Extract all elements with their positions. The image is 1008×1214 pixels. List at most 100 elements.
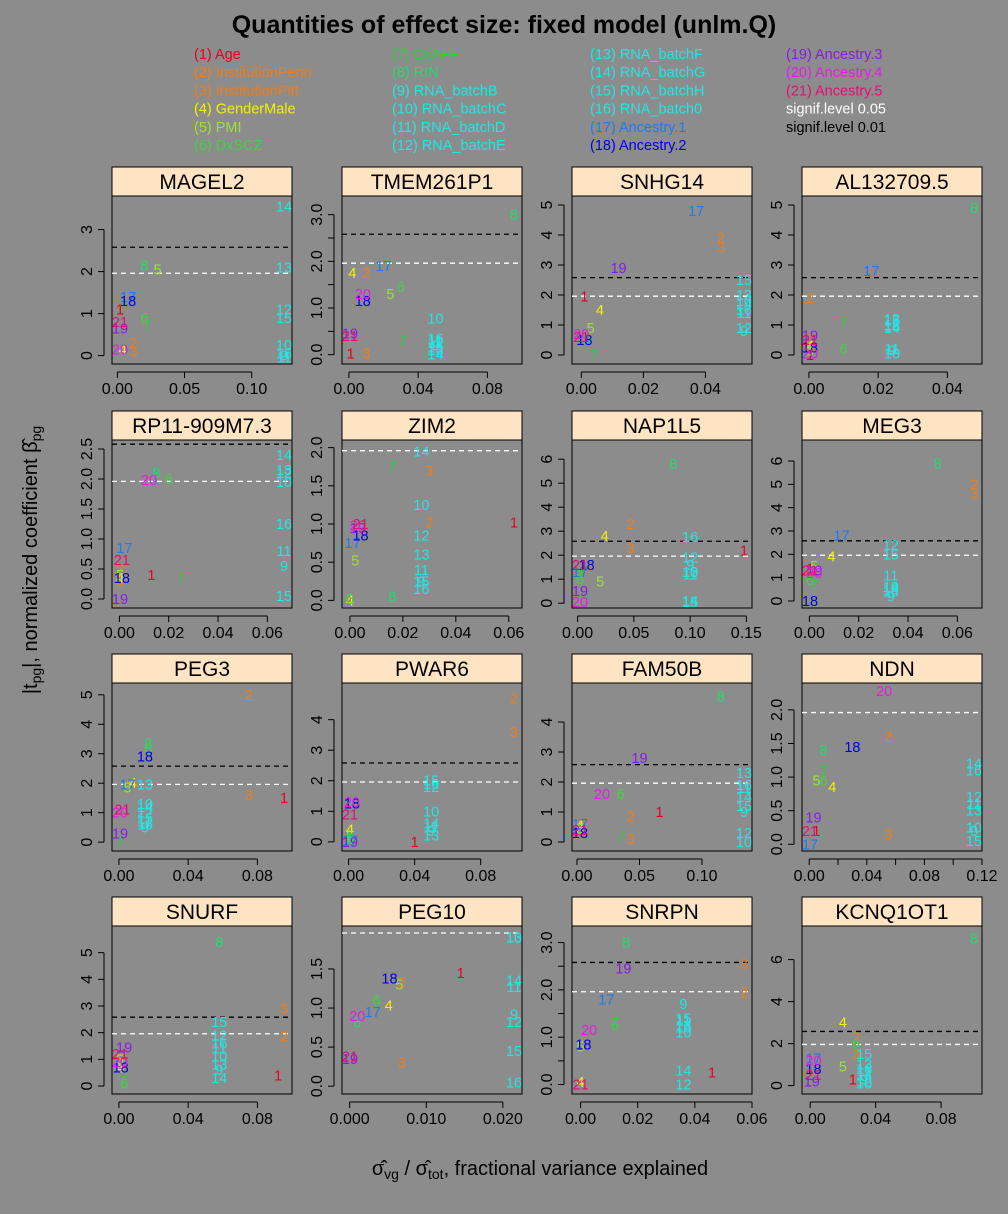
y-tick-label: 3 [539,747,556,756]
y-tick-label: 1.0 [309,297,326,319]
point-12: 12 [675,1078,691,1094]
plot-area [801,439,983,609]
point-20: 20 [806,566,822,582]
point-19: 19 [572,584,588,600]
point-18: 18 [575,1037,591,1053]
point-3: 3 [116,574,124,590]
point-2: 2 [884,730,892,746]
point-19: 19 [350,521,366,537]
point-18: 18 [381,971,397,987]
point-6: 6 [144,742,152,758]
point-10: 10 [276,338,292,354]
point-17: 17 [688,204,704,220]
y-tick-label: 3 [79,749,96,758]
panel-title: AL132709.5 [835,171,948,194]
point-3: 3 [510,725,518,741]
point-20: 20 [594,787,610,803]
point-2: 2 [425,515,433,531]
point-18: 18 [572,826,588,842]
point-15: 15 [427,341,443,357]
y-tick-label: 5 [79,948,96,957]
point-4: 4 [601,529,609,545]
y-tick-label: 4 [79,720,96,729]
point-16: 16 [423,777,439,793]
plot-area [341,682,523,852]
point-13: 13 [211,1058,227,1074]
point-11: 11 [683,567,698,583]
y-tick-label: 2.0 [769,699,786,721]
point-16: 16 [736,303,752,319]
y-tick-label: 0.5 [309,1036,326,1058]
point-8: 8 [934,456,942,472]
y-tick-label: 6 [769,955,786,964]
x-tick-label: 0.00 [794,868,825,885]
point-9: 9 [887,589,895,605]
point-6: 6 [617,787,625,803]
point-7: 7 [576,567,584,583]
point-6: 6 [806,573,814,589]
x-tick-label: 0.04 [440,625,471,642]
point-15: 15 [413,574,429,590]
point-16: 16 [966,763,982,779]
point-21: 21 [805,1068,821,1084]
point-10: 10 [736,294,752,310]
y-tick-label: 0 [309,837,326,846]
point-10: 10 [675,1025,691,1041]
panel-strip [801,166,983,197]
point-14: 14 [883,580,899,596]
y-tick-label: 0.0 [309,1075,326,1097]
point-14: 14 [736,297,752,313]
point-16: 16 [137,817,153,833]
point-15: 15 [211,1015,227,1031]
plot-area [341,925,523,1095]
y-tick-label: 2 [769,1039,786,1048]
point-10: 10 [137,797,153,813]
y-axis-label: |tpg|, normalized coefficient β̂pg [20,426,44,694]
point-18: 18 [844,740,860,756]
point-3: 3 [970,487,978,503]
point-17: 17 [342,833,358,849]
x-tick-label: 0.08 [242,868,273,885]
point-11: 11 [857,1064,872,1080]
point-21: 21 [802,824,818,840]
y-tick-label: 2 [769,290,786,299]
point-8: 8 [140,258,148,274]
point-5: 5 [812,773,820,789]
panel-strip [111,896,293,927]
point-7: 7 [143,317,151,333]
point-7: 7 [388,460,396,476]
point-12: 12 [427,336,443,352]
point-19: 19 [342,327,358,343]
x-tick-label: 0.06 [493,625,524,642]
y-tick-label: 4 [769,230,786,239]
x-tick-label: 0.04 [690,381,721,398]
legend-entry-14: (14) RNA_batchG [590,65,705,81]
legend-entry-s01: signif.level 0.01 [786,120,886,136]
point-3: 3 [626,541,634,557]
x-tick-label: 0.010 [406,1111,446,1128]
panel-title: NDN [869,658,915,681]
x-tick-label: 0.00 [795,1111,826,1128]
point-18: 18 [113,1060,129,1076]
panel-strip [571,653,753,684]
point-14: 14 [856,1068,872,1084]
point-5: 5 [116,1052,124,1068]
point-17: 17 [802,837,818,853]
point-5: 5 [154,263,162,279]
point-19: 19 [342,1052,358,1068]
point-19: 19 [342,835,358,851]
y-tick-label: 0.5 [769,799,786,821]
x-tick-label: 0.00 [565,1111,596,1128]
point-18: 18 [352,528,368,544]
point-10: 10 [856,1077,872,1093]
y-tick-label: 2.5 [79,438,96,460]
point-19: 19 [802,329,818,345]
y-tick-label: 1.0 [309,513,326,535]
point-11: 11 [428,334,443,350]
point-12: 12 [423,780,439,796]
